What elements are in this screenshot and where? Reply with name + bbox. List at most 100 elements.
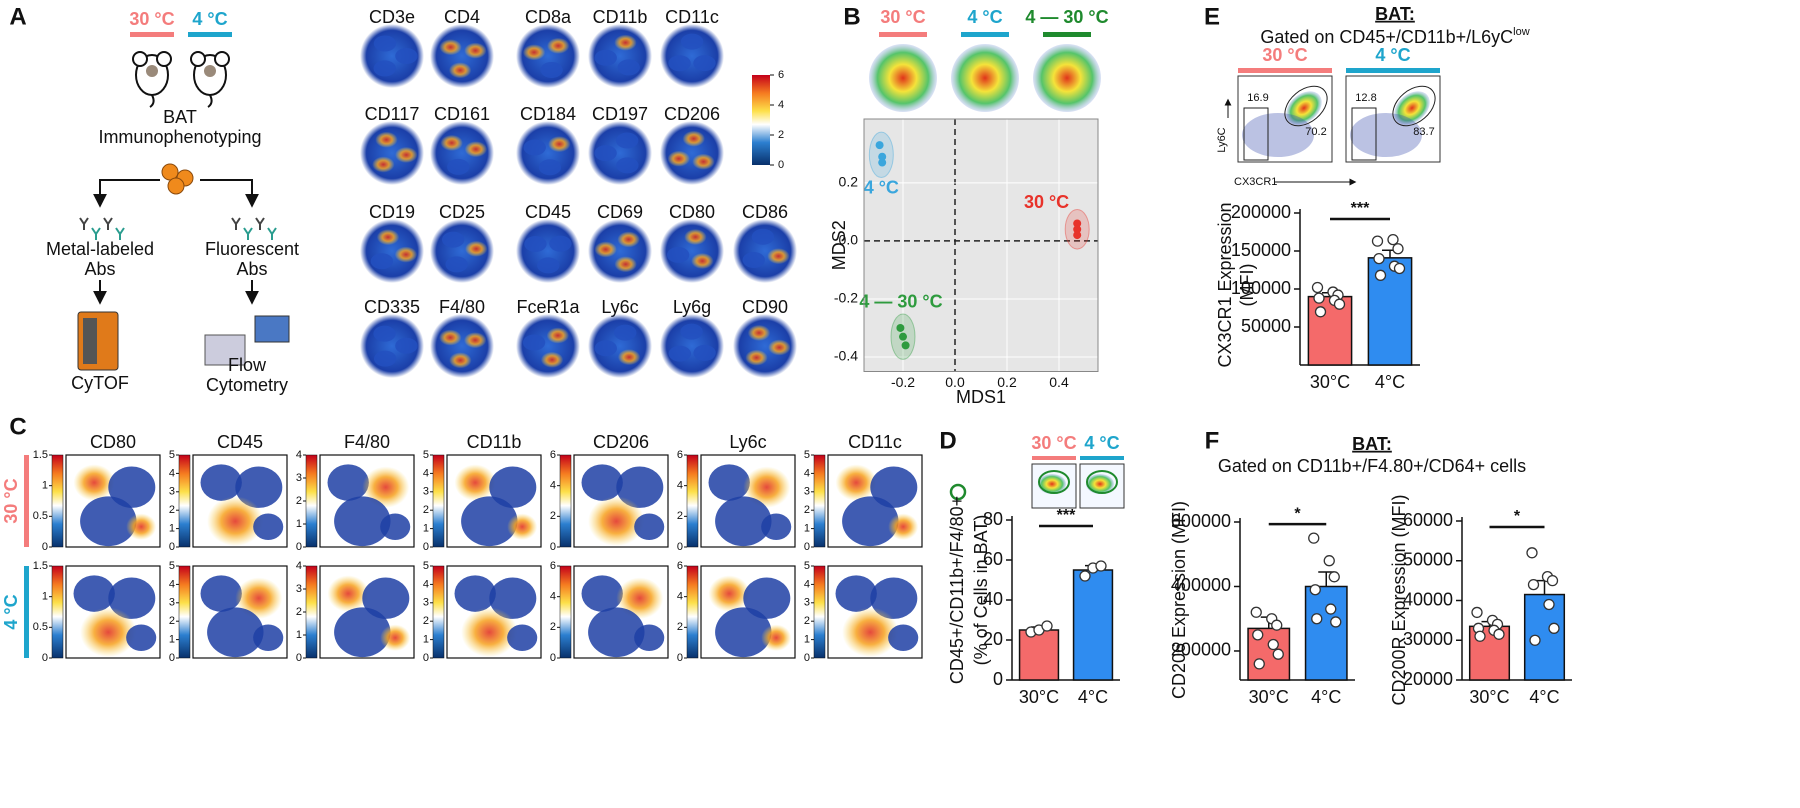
y-tick-label: 80 [983, 509, 1003, 529]
tsne-cluster [588, 607, 645, 658]
y-tick-label: 50000 [1241, 316, 1291, 336]
tsne-plot [454, 575, 538, 658]
colorbar-tick-label: 4 [778, 99, 784, 111]
legend-label: 4 — 30 °C [859, 291, 942, 311]
tsne-plot [708, 464, 792, 547]
colorbar [178, 454, 191, 548]
tsne-base [430, 314, 494, 378]
colorbar-tick-label: 2 [169, 615, 175, 627]
tsne-base [516, 121, 580, 185]
tsne-plot [516, 219, 580, 283]
tsne-cluster [761, 624, 792, 652]
tsne-cluster [715, 496, 772, 547]
tsne-cluster [538, 159, 562, 176]
tsne-base [430, 24, 494, 88]
scatter-point [878, 152, 887, 161]
tsne-cluster [680, 323, 703, 340]
scatter-point [875, 141, 884, 150]
tsne-cluster [380, 513, 411, 541]
colorbar-tick-label: 0 [550, 652, 556, 664]
data-point [1253, 658, 1265, 670]
gate-ellipse [1086, 470, 1118, 494]
y-axis-label: CX3CR1 Expression [1215, 202, 1235, 367]
flow-cloud [1350, 113, 1422, 157]
tsne-plot [516, 24, 580, 88]
tsne-plot [516, 121, 580, 185]
panel-label: C [9, 413, 26, 440]
tsne-cluster [594, 241, 617, 258]
tsne-cluster [507, 513, 538, 541]
mouse-icon [190, 51, 230, 108]
colorbar-tick-label: 4 [677, 591, 683, 603]
tsne-plot [581, 464, 665, 547]
tsne-cluster [581, 575, 623, 612]
mouse-fat [204, 65, 216, 77]
antibody-label: Abs [236, 259, 267, 279]
row-bar [24, 455, 29, 547]
tsne-cluster [439, 39, 462, 56]
tsne-cluster [373, 35, 397, 52]
colorbar-tick-label: 2 [804, 504, 810, 516]
tsne-cluster [507, 624, 538, 652]
colorbar [686, 454, 699, 548]
panel-label: A [9, 3, 26, 30]
condition-bar [1238, 68, 1332, 73]
significance-label: *** [1351, 200, 1370, 217]
tsne-cluster [200, 575, 242, 612]
tsne-cluster [745, 349, 768, 366]
tsne-cluster [73, 575, 115, 612]
gate-ellipse [1392, 85, 1436, 127]
header-label: 4 °C [967, 7, 1002, 27]
y-axis-label: (% of Cells in BAT) [971, 515, 991, 666]
tsne-cluster [617, 59, 640, 76]
condition-bar [130, 32, 174, 37]
colorbar-tick-label: 0 [677, 541, 683, 553]
colorbar-tick-label: 0 [296, 541, 302, 553]
tsne-plot [360, 121, 424, 185]
tsne-cluster [614, 324, 637, 341]
colorbar-tick-label: 2 [423, 504, 429, 516]
scatter-point [1073, 219, 1082, 228]
tsne-plot [327, 575, 411, 658]
colorbar-tick-label: 1.5 [33, 560, 48, 572]
tsne-cluster [634, 513, 665, 541]
tsne-plot [733, 314, 797, 378]
colorbar-tick-label: 2 [778, 129, 784, 141]
tsne-base [660, 121, 724, 185]
tsne-plot [200, 575, 284, 658]
data-point [1267, 638, 1279, 651]
data-point [1325, 603, 1337, 615]
y-tick-label: 40000 [1403, 589, 1453, 609]
colorbar-tick-label: 2 [423, 615, 429, 627]
colorbar-tick-label: 2 [804, 615, 810, 627]
x-tick-label: 0.0 [945, 374, 965, 390]
marker-label: CD90 [742, 297, 788, 317]
y-tick-label: 20000 [1403, 669, 1453, 689]
tsne-cluster [743, 466, 791, 508]
colorbar-tick-label: 1 [42, 591, 48, 603]
y-tick-label: 50000 [1403, 550, 1453, 570]
tsne-cluster [522, 44, 546, 61]
x-axis-label: MDS1 [956, 387, 1006, 407]
tsne-cluster [464, 141, 488, 158]
tsne-plot [660, 314, 724, 378]
tsne-base [660, 24, 724, 88]
split-arrow [200, 179, 259, 208]
colorbar-tick-label: 1 [804, 523, 810, 535]
marker-label: CD206 [664, 104, 720, 124]
tsne-cluster [842, 607, 899, 658]
gate-value: 16.9 [1247, 92, 1268, 104]
marker-label: CD3e [369, 7, 415, 27]
marker-label: CD335 [364, 297, 420, 317]
colorbar [559, 454, 572, 548]
colorbar [178, 565, 191, 659]
colorbar [752, 75, 770, 165]
tsne-cluster [870, 577, 918, 619]
colorbar-tick-label: 4 [423, 578, 429, 590]
tsne-cluster [548, 136, 571, 153]
colorbar-tick-label: 5 [169, 560, 175, 572]
tsne-cluster [394, 246, 418, 263]
cytof-panel [83, 318, 97, 364]
antibody-icon [243, 227, 253, 240]
tsne-cluster [108, 466, 156, 508]
